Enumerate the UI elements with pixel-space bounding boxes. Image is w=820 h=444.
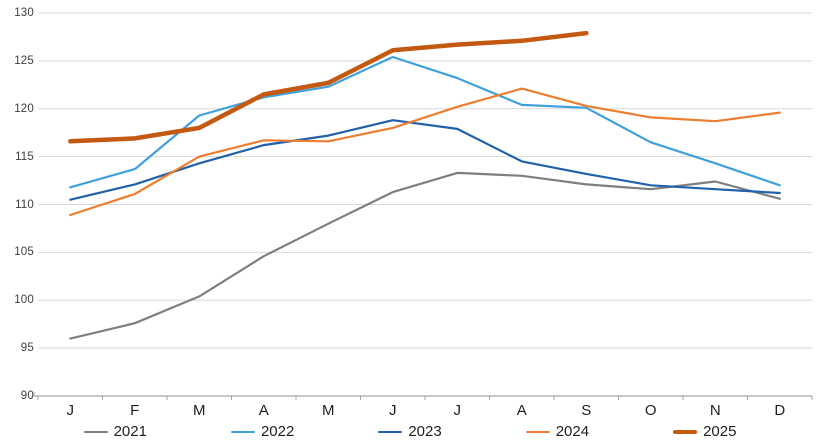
y-axis-tick-label: 125 <box>14 54 34 67</box>
x-axis-month-label: J <box>453 402 462 419</box>
chart-legend: 2021 2022 2023 2024 2025 <box>0 420 820 444</box>
x-axis-month-label: F <box>130 402 140 419</box>
y-axis-tick-label: 115 <box>15 150 34 163</box>
y-axis-tick-label: 105 <box>14 246 34 259</box>
legend-line-swatch-2025 <box>673 430 698 434</box>
legend-label: 2022 <box>260 423 295 440</box>
x-axis-month-label: A <box>516 402 527 419</box>
legend-item-2022: 2022 <box>230 421 295 443</box>
legend-label: 2023 <box>408 423 442 440</box>
y-axis-tick-label: 90 <box>20 390 34 402</box>
x-axis-month-label: S <box>581 402 592 419</box>
legend-line-swatch-2021 <box>83 430 108 434</box>
legend-label: 2025 <box>703 423 737 440</box>
y-axis-tick-label: 110 <box>15 198 34 211</box>
x-axis-month-label: A <box>258 402 269 419</box>
legend-line-swatch-2023 <box>378 430 403 434</box>
y-axis-tick-label: 100 <box>14 294 34 307</box>
legend-item-2021: 2021 <box>83 421 147 443</box>
legend-label: 2021 <box>113 423 147 440</box>
x-axis-month-label: O <box>644 402 657 419</box>
legend-label: 2024 <box>555 423 590 440</box>
legend-item-2025: 2025 <box>673 421 736 443</box>
legend-line-swatch-2022 <box>230 430 255 434</box>
y-axis-tick-label: 130 <box>14 7 34 19</box>
x-axis-month-label: N <box>709 402 721 419</box>
x-axis-month-label: M <box>322 402 335 419</box>
legend-line-swatch-2024 <box>525 430 550 434</box>
legend-item-2024: 2024 <box>525 421 590 443</box>
x-axis-month-label: M <box>193 402 206 419</box>
x-axis-month-label: J <box>66 402 75 419</box>
y-axis: 130 125 120 115 110 105 100 95 90 <box>0 5 34 404</box>
y-axis-tick-label: 120 <box>14 102 34 115</box>
x-axis: J F M A M J J A S O N D <box>38 401 812 421</box>
y-axis-tick-label: 95 <box>20 342 34 355</box>
x-axis-month-label: D <box>774 402 786 419</box>
legend-item-2023: 2023 <box>378 421 442 443</box>
x-axis-month-label: J <box>389 402 397 419</box>
